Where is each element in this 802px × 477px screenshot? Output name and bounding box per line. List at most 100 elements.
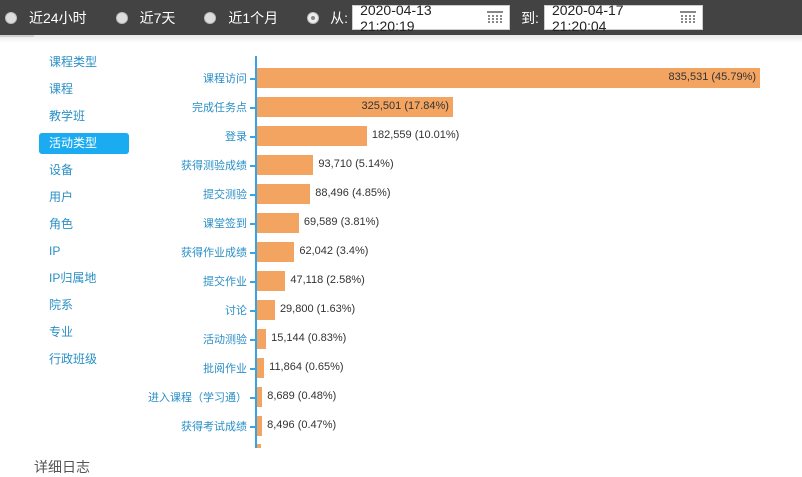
detail-log-title: 详细日志 <box>34 459 90 475</box>
to-date-value: 2020-04-17 21:20:04 <box>551 1 624 34</box>
category-label: 获得作业成绩 <box>181 247 247 259</box>
bar[interactable] <box>257 387 263 407</box>
value-label: 88,496 (4.85%) <box>315 187 391 199</box>
range-7d-option[interactable]: 近7天 <box>115 8 176 28</box>
to-label: 到: <box>521 9 539 26</box>
bar[interactable] <box>257 97 453 117</box>
range-7d-label: 近7天 <box>139 9 176 26</box>
sidebar-item-department[interactable]: 院系 <box>49 298 74 312</box>
category-label: 进入课程（学习通） <box>148 392 247 404</box>
value-label: 325,501 (17.84%) <box>361 100 449 112</box>
bar[interactable] <box>257 155 314 175</box>
category-label: 讨论 <box>225 305 247 317</box>
bar[interactable] <box>257 68 760 88</box>
category-label: 获得测验成绩 <box>181 160 247 172</box>
value-label: 29,800 (1.63%) <box>279 303 356 315</box>
from-date-value: 2020-04-13 21:20:19 <box>360 1 432 34</box>
bar[interactable] <box>257 213 299 233</box>
axis-tick <box>250 223 256 225</box>
bar[interactable] <box>257 358 265 378</box>
category-label: 获得考试成绩 <box>181 421 247 433</box>
calendar-icon[interactable] <box>487 10 504 25</box>
value-label: 835,531 (45.79%) <box>668 71 756 83</box>
radio-icon[interactable] <box>204 11 217 24</box>
axis-tick <box>250 107 256 109</box>
value-label: 15,144 (0.83%) <box>271 332 347 344</box>
axis-tick <box>250 252 256 254</box>
range-1m-label: 近1个月 <box>228 9 279 26</box>
chart-row: 获得测验成绩 93,710 (5.14%) <box>130 155 802 175</box>
bar[interactable] <box>257 329 267 349</box>
chart-row: 课程访问 835,531 (45.79%) <box>130 68 802 88</box>
chart-row: 批阅作业 11,864 (0.65%) <box>130 358 802 378</box>
sidebar-item-major[interactable]: 专业 <box>49 325 74 339</box>
value-label: 93,710 (5.14%) <box>318 158 394 170</box>
axis-tick <box>250 368 256 370</box>
category-label: 提交作业 <box>203 276 247 288</box>
chart-row: 获得考试成绩 8,496 (0.47%) <box>130 416 802 436</box>
sidebar-item-role[interactable]: 角色 <box>49 217 74 231</box>
axis-tick <box>250 310 256 312</box>
sidebar-item-device[interactable]: 设备 <box>49 163 74 177</box>
category-label: 课堂签到 <box>203 218 247 230</box>
sidebar-item-teaching-class[interactable]: 教学班 <box>49 109 86 123</box>
category-label: 活动测验 <box>203 334 247 346</box>
bar[interactable] <box>257 300 275 320</box>
chart-row: 进入课程（学习通） 8,689 (0.48%) <box>130 387 802 407</box>
axis-tick <box>250 136 256 138</box>
value-label: 62,042 (3.4%) <box>299 245 369 257</box>
axis-tick <box>250 194 256 196</box>
radio-checked-icon[interactable] <box>307 11 320 24</box>
from-date-input[interactable]: 2020-04-13 21:20:19 <box>352 2 511 34</box>
axis-tick <box>250 339 256 341</box>
bar[interactable] <box>257 184 311 204</box>
range-1m-option[interactable]: 近1个月 <box>204 8 278 28</box>
sidebar-item-ip[interactable]: IP <box>49 244 61 258</box>
bar[interactable] <box>257 242 295 262</box>
bar[interactable] <box>257 271 286 291</box>
chart-row: 课堂签到 69,589 (3.81%) <box>130 213 802 233</box>
sidebar-item-admin-class[interactable]: 行政班级 <box>49 352 98 366</box>
value-label: 69,589 (3.81%) <box>303 216 380 228</box>
sidebar-item-course[interactable]: 课程 <box>49 82 74 96</box>
bar <box>257 444 261 448</box>
filter-bar: 近24小时 近7天 近1个月 从: 2020-04-13 21:20:19 到:… <box>0 0 802 35</box>
category-label: 课程访问 <box>203 73 247 85</box>
sidebar-item-ip-location[interactable]: IP归属地 <box>49 271 97 285</box>
bar[interactable] <box>257 126 367 146</box>
chart-row: 提交作业 47,118 (2.58%) <box>130 271 802 291</box>
bar[interactable] <box>257 416 263 436</box>
value-label: 11,864 (0.65%) <box>269 361 344 373</box>
range-custom-option[interactable]: 从: <box>307 8 348 28</box>
axis-tick <box>250 426 256 428</box>
activity-type-bar-chart: 课程访问 835,531 (45.79%) 完成任务点 325,501 (17.84%… <box>130 56 802 448</box>
sidebar-item-activity-type[interactable]: 活动类型 <box>39 133 129 154</box>
to-date-input[interactable]: 2020-04-17 21:20:04 <box>543 2 703 34</box>
y-axis <box>255 56 257 448</box>
axis-tick <box>250 165 256 167</box>
chart-row: 活动测验 15,144 (0.83%) <box>130 329 802 349</box>
category-label: 完成任务点 <box>192 102 247 114</box>
from-label: 从: <box>330 9 349 26</box>
radio-icon[interactable] <box>115 11 128 24</box>
sidebar-item-course-type[interactable]: 课程类型 <box>49 55 98 69</box>
range-24h-option[interactable]: 近24小时 <box>5 8 87 28</box>
chart-row: 登录 182,559 (10.01%) <box>130 126 802 146</box>
chart-row: 提交测验 88,496 (4.85%) <box>130 184 802 204</box>
value-label: 8,689 (0.48%) <box>267 390 337 402</box>
category-label: 提交测验 <box>203 189 247 201</box>
axis-tick <box>250 78 256 80</box>
value-label: 47,118 (2.58%) <box>290 274 365 286</box>
chart-row: 获得作业成绩 62,042 (3.4%) <box>130 242 802 262</box>
chart-row: 讨论 29,800 (1.63%) <box>130 300 802 320</box>
value-label: 8,496 (0.47%) <box>267 419 337 431</box>
range-24h-label: 近24小时 <box>29 9 87 26</box>
axis-tick <box>250 281 256 283</box>
category-label: 登录 <box>225 131 247 143</box>
calendar-icon[interactable] <box>680 10 696 25</box>
axis-tick <box>250 397 256 399</box>
sidebar-item-user[interactable]: 用户 <box>49 190 74 204</box>
radio-icon[interactable] <box>5 11 17 24</box>
divider <box>0 35 802 43</box>
category-label: 批阅作业 <box>203 363 247 375</box>
